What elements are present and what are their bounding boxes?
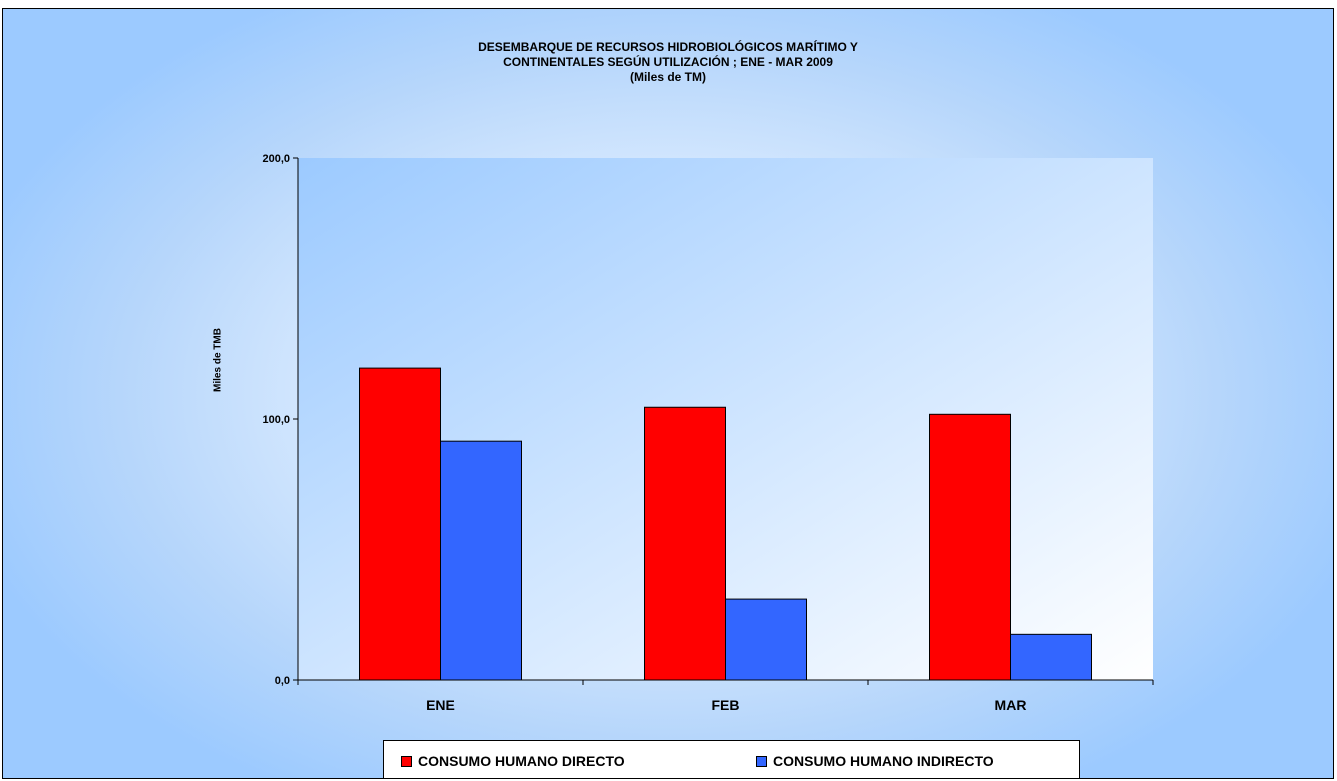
legend-item-indirecto: CONSUMO HUMANO INDIRECTO (756, 753, 994, 769)
bar-indirecto-ene (441, 441, 522, 680)
legend-label-indirecto: CONSUMO HUMANO INDIRECTO (773, 753, 994, 769)
bar-indirecto-mar (1011, 634, 1092, 680)
bar-directo-feb (645, 407, 726, 680)
legend: CONSUMO HUMANO DIRECTO CONSUMO HUMANO IN… (383, 740, 1080, 779)
bar-directo-ene (360, 368, 441, 680)
x-tick-label: ENE (426, 697, 455, 713)
legend-label-directo: CONSUMO HUMANO DIRECTO (418, 753, 625, 769)
bar-indirecto-feb (726, 599, 807, 680)
y-tick-label: 100,0 (262, 414, 290, 426)
legend-swatch-indirecto (756, 756, 767, 767)
y-tick-label: 200,0 (262, 153, 290, 165)
x-tick-label: FEB (712, 697, 740, 713)
bar-directo-mar (930, 414, 1011, 680)
legend-swatch-directo (401, 756, 412, 767)
x-tick-label: MAR (995, 697, 1027, 713)
y-tick-label: 0,0 (275, 675, 290, 687)
legend-item-directo: CONSUMO HUMANO DIRECTO (401, 753, 625, 769)
